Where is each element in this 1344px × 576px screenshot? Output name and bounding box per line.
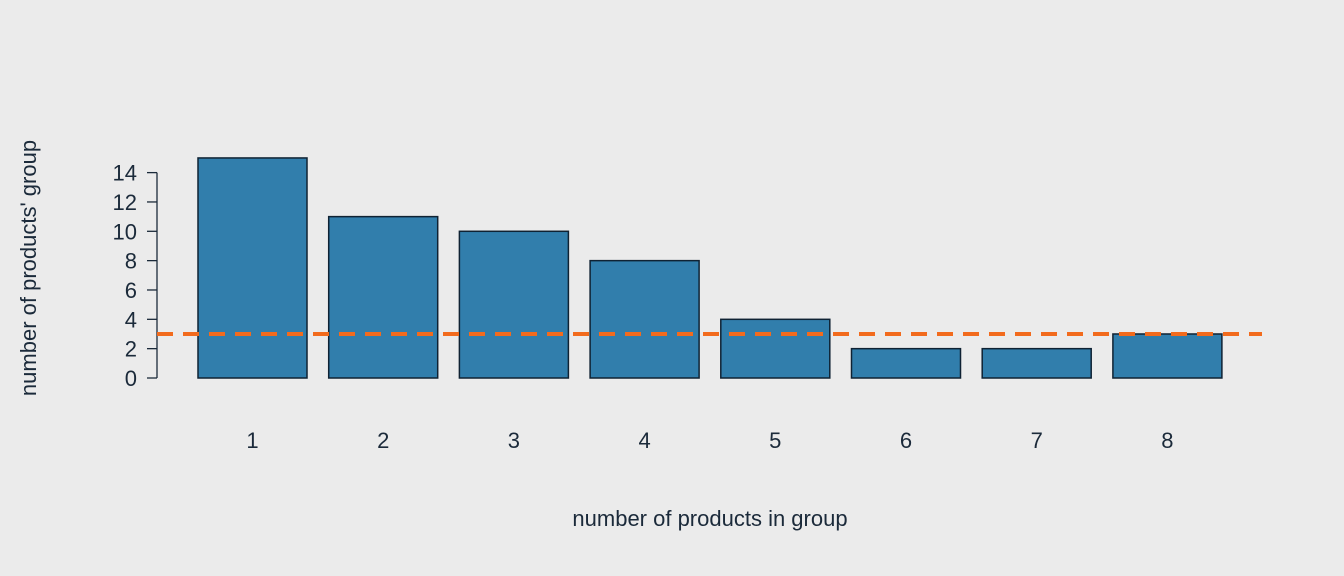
bar-8: [1112, 333, 1223, 379]
bar-6: [850, 347, 962, 379]
bar-3: [458, 230, 570, 379]
y-tick-label-6: 6: [125, 278, 137, 303]
bar-4: [589, 259, 700, 379]
y-tick-label-10: 10: [113, 219, 137, 244]
x-tick-label-5: 5: [769, 428, 781, 453]
x-axis-title: number of products in group: [572, 506, 847, 531]
bars: [197, 157, 1223, 379]
bar-2: [327, 215, 439, 379]
x-tick-label-8: 8: [1161, 428, 1173, 453]
y-tick-label-2: 2: [125, 337, 137, 362]
y-tick-label-12: 12: [113, 190, 137, 215]
x-axis-labels: 1 2 3 4 5 6 7 8: [246, 428, 1173, 453]
x-tick-label-2: 2: [377, 428, 389, 453]
x-tick-label-7: 7: [1031, 428, 1043, 453]
y-axis: 0 2 4 6 8 10 12 14: [113, 161, 158, 391]
y-axis-title: number of products' group: [16, 140, 41, 396]
x-tick-label-3: 3: [508, 428, 520, 453]
x-tick-label-4: 4: [638, 428, 650, 453]
bar-7: [981, 347, 1092, 379]
x-tick-label-1: 1: [246, 428, 258, 453]
x-tick-label-6: 6: [900, 428, 912, 453]
y-tick-label-0: 0: [125, 366, 137, 391]
y-tick-label-14: 14: [113, 161, 137, 186]
bar-1: [197, 157, 308, 379]
y-tick-label-8: 8: [125, 249, 137, 274]
bar-5: [720, 318, 831, 379]
y-tick-label-4: 4: [125, 307, 137, 332]
